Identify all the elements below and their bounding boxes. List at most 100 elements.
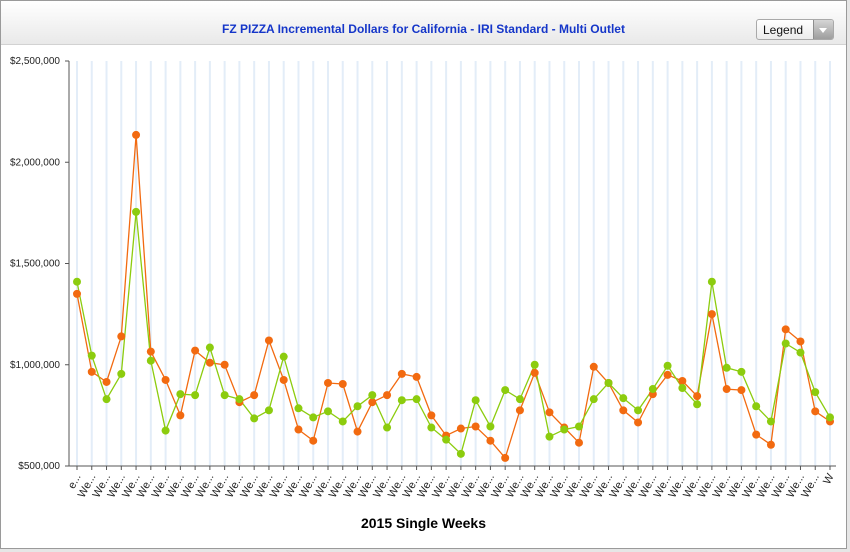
data-point-series-1 [353, 402, 362, 411]
legend-dropdown-label: Legend [763, 23, 804, 37]
chart-title: FZ PIZZA Incremental Dollars for Califor… [222, 22, 625, 36]
data-point-series-1 [501, 386, 510, 395]
data-point-series-0 [589, 362, 598, 371]
data-point-series-0 [811, 407, 820, 416]
data-point-series-0 [456, 424, 465, 433]
data-point-series-0 [338, 379, 347, 388]
data-point-series-1 [456, 449, 465, 458]
data-point-series-0 [530, 368, 539, 377]
data-point-series-0 [707, 310, 716, 319]
data-point-series-0 [146, 347, 155, 356]
data-point-series-0 [766, 440, 775, 449]
data-point-series-0 [87, 367, 96, 376]
data-point-series-0 [678, 376, 687, 385]
data-point-series-0 [634, 418, 643, 427]
data-point-series-0 [619, 406, 628, 415]
data-point-series-1 [781, 339, 790, 348]
data-point-series-1 [545, 432, 554, 441]
data-point-series-1 [722, 363, 731, 372]
data-point-series-0 [102, 377, 111, 386]
data-point-series-0 [264, 336, 273, 345]
data-point-series-0 [427, 411, 436, 420]
data-point-series-0 [486, 436, 495, 445]
data-point-series-1 [604, 378, 613, 387]
data-point-series-0 [73, 289, 81, 298]
data-point-series-1 [811, 388, 820, 397]
data-point-series-1 [146, 356, 155, 365]
data-point-series-1 [693, 400, 702, 409]
data-point-series-1 [737, 367, 746, 376]
data-point-series-0 [117, 332, 126, 341]
data-point-series-1 [560, 425, 569, 434]
data-point-series-1 [486, 422, 495, 431]
data-point-series-1 [368, 391, 377, 400]
series-line-0 [76, 134, 831, 460]
data-point-series-1 [796, 348, 805, 357]
data-point-series-0 [781, 325, 790, 334]
data-point-series-0 [575, 438, 583, 447]
data-point-series-1 [87, 351, 96, 360]
y-tick-label: $1,500,000 [10, 259, 60, 270]
data-point-series-1 [324, 407, 332, 416]
data-point-series-1 [338, 417, 347, 426]
data-point-series-0 [132, 130, 141, 139]
data-point-series-0 [515, 406, 524, 415]
data-point-series-1 [383, 423, 392, 432]
data-point-series-0 [397, 369, 406, 378]
data-point-series-0 [176, 411, 185, 420]
data-point-series-0 [796, 337, 805, 346]
data-point-series-1 [309, 413, 318, 422]
chart-header: FZ PIZZA Incremental Dollars for Califor… [1, 1, 846, 45]
data-point-series-1 [205, 343, 214, 352]
data-point-series-0 [353, 427, 362, 436]
chevron-down-icon [813, 20, 833, 39]
data-point-series-1 [427, 423, 436, 432]
y-tick-label: $500,000 [18, 461, 60, 472]
data-point-series-1 [707, 277, 716, 286]
data-point-series-0 [309, 436, 318, 445]
x-axis-title: 2015 Single Weeks [360, 515, 487, 531]
y-tick-label: $2,500,000 [10, 56, 60, 67]
data-point-series-1 [412, 395, 421, 404]
data-point-series-1 [678, 384, 687, 393]
data-point-series-1 [132, 207, 141, 216]
data-point-series-1 [117, 369, 126, 378]
data-point-series-1 [575, 422, 583, 431]
data-point-series-1 [397, 396, 406, 405]
data-point-series-0 [471, 422, 480, 431]
x-tick-label: W [821, 471, 837, 486]
data-point-series-0 [412, 372, 421, 381]
data-point-series-0 [693, 392, 702, 401]
data-point-series-0 [545, 408, 554, 417]
data-point-series-0 [737, 386, 746, 395]
data-point-series-1 [250, 414, 259, 423]
data-point-series-0 [324, 378, 332, 387]
data-point-series-0 [250, 391, 259, 400]
data-point-series-1 [279, 352, 288, 361]
data-point-series-0 [220, 360, 229, 369]
data-point-series-1 [826, 413, 834, 422]
data-point-series-0 [191, 346, 200, 355]
data-point-series-0 [383, 391, 392, 400]
data-point-series-1 [530, 360, 539, 369]
data-point-series-0 [722, 385, 731, 394]
data-point-series-1 [634, 406, 643, 415]
data-point-series-0 [279, 375, 288, 384]
data-point-series-0 [752, 430, 761, 439]
data-point-series-1 [752, 402, 761, 411]
data-point-series-1 [161, 426, 170, 435]
data-point-series-1 [264, 406, 273, 415]
data-point-series-1 [515, 395, 524, 404]
legend-dropdown[interactable]: Legend [756, 19, 834, 40]
data-point-series-1 [663, 361, 672, 370]
data-point-series-1 [589, 395, 598, 404]
data-point-series-1 [73, 277, 81, 286]
data-point-series-0 [501, 453, 510, 462]
data-point-series-0 [368, 398, 377, 407]
data-point-series-1 [648, 385, 657, 394]
data-point-series-1 [442, 435, 451, 444]
data-point-series-1 [102, 395, 111, 404]
y-tick-label: $1,000,000 [10, 360, 60, 371]
